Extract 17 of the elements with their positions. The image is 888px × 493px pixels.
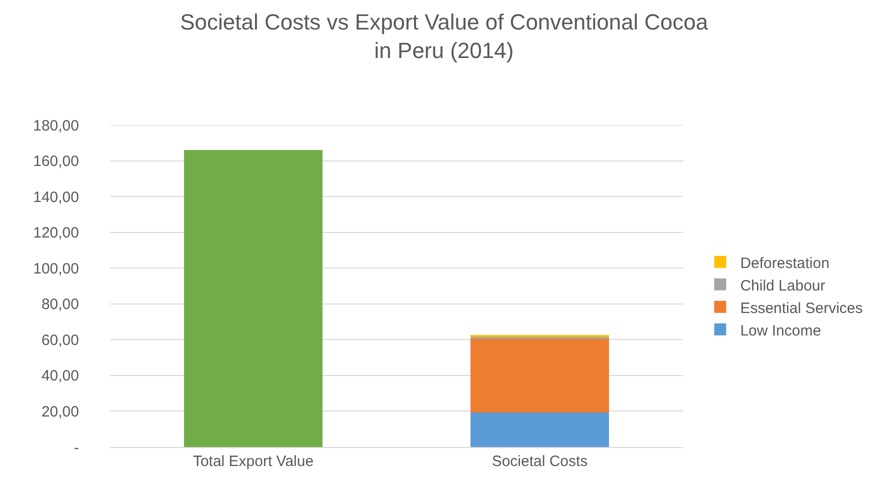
y-tick-label: 40,00: [41, 368, 79, 385]
legend-label: Child Labour: [740, 277, 826, 294]
x-tick-label: Societal Costs: [492, 453, 588, 470]
chart-title: Societal Costs vs Export Value of Conventional Cocoa in Peru (2014): [180, 10, 709, 64]
x-tick-label: Total Export Value: [192, 453, 314, 470]
y-tick-label: 180,00: [33, 117, 79, 134]
y-tick-label: -: [74, 439, 79, 456]
y-tick-label: 120,00: [33, 224, 79, 242]
legend-label: Essential Services: [740, 300, 863, 317]
y-tick-label: 60,00: [41, 332, 79, 349]
y-tick-label: 140,00: [33, 188, 79, 206]
legend-label: Deforestation: [740, 254, 830, 272]
legend-label: Low Income: [740, 322, 822, 340]
y-tick-label: 80,00: [41, 296, 79, 314]
y-tick-label: 160,00: [33, 153, 79, 170]
y-tick-label: 100,00: [33, 260, 79, 278]
y-tick-label: 20,00: [41, 403, 79, 420]
